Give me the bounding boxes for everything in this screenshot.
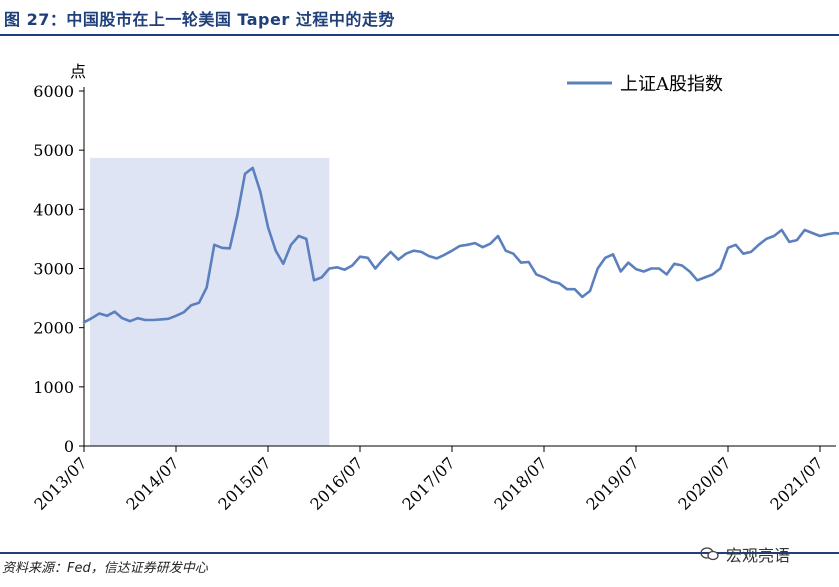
x-tick-label: 2013/07 — [30, 453, 90, 513]
source-note: 资料来源：Fed，信达证券研发中心 — [2, 561, 208, 576]
x-tick-label: 2016/07 — [306, 453, 366, 513]
bottom-rule — [0, 552, 839, 554]
y-tick-label: 5000 — [33, 141, 74, 160]
watermark: 宏观亮语 — [700, 542, 790, 566]
x-tick-label: 2014/07 — [122, 453, 182, 513]
y-tick-label: 4000 — [33, 200, 74, 219]
figure-title: 图 27：中国股市在上一轮美国 Taper 过程中的走势 — [4, 10, 395, 29]
series-line — [82, 166, 839, 324]
x-tick-label: 2019/07 — [582, 453, 642, 513]
wechat-icon — [700, 547, 719, 561]
top-rule — [0, 34, 839, 36]
x-tick-label: 2015/07 — [214, 453, 274, 513]
x-tick-label: 2017/07 — [398, 453, 458, 513]
y-tick-label: 1000 — [33, 378, 74, 397]
y-tick-label: 0 — [64, 437, 74, 456]
y-tick-label: 3000 — [33, 260, 74, 279]
y-axis-label: 点 — [70, 62, 86, 81]
y-tick-label: 6000 — [33, 82, 74, 101]
x-tick-label: 2021/07 — [766, 453, 826, 513]
x-tick-label: 2020/07 — [674, 453, 734, 513]
shaded-period — [90, 157, 330, 446]
watermark-text: 宏观亮语 — [726, 546, 791, 565]
legend-label: 上证A股指数 — [620, 74, 723, 95]
y-tick-label: 2000 — [33, 319, 74, 338]
x-tick-label: 2018/07 — [490, 453, 550, 513]
